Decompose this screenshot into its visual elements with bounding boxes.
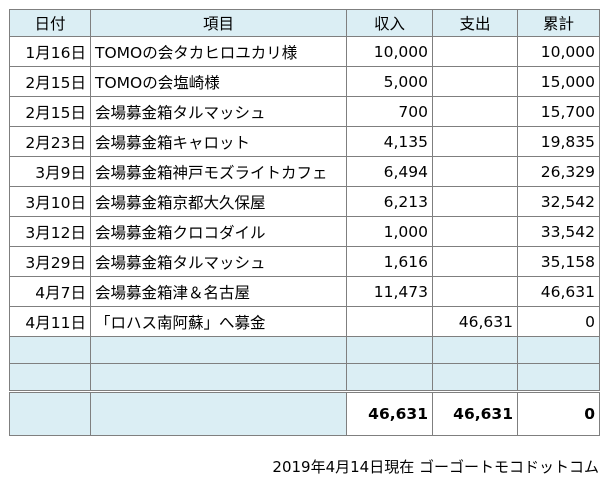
table-row: 3月10日 会場募金箱京都大久保屋 6,213 32,542 xyxy=(9,186,600,217)
cell-date: 3月29日 xyxy=(9,246,91,277)
header-cumulative: 累計 xyxy=(517,9,600,37)
cell-income: 1,000 xyxy=(346,216,433,247)
table-row: 4月11日 「ロハス南阿蘇」へ募金 46,631 0 xyxy=(9,306,600,337)
header-expense: 支出 xyxy=(432,9,518,37)
cell-item: 会場募金箱キャロット xyxy=(90,126,347,157)
cell-income xyxy=(346,306,433,337)
cell-cumulative: 10,000 xyxy=(517,36,600,67)
empty-cell xyxy=(432,336,518,364)
donation-ledger-table: 日付 項目 収入 支出 累計 1月16日 TOMOの会タカヒロユカリ様 10,000… xyxy=(9,9,600,436)
cell-cumulative: 15,700 xyxy=(517,96,600,127)
cell-income: 4,135 xyxy=(346,126,433,157)
cell-expense xyxy=(432,96,518,127)
cell-date: 4月7日 xyxy=(9,276,91,307)
empty-cell xyxy=(90,336,347,364)
totals-row: 46,631 46,631 0 xyxy=(9,390,600,436)
cell-item: 会場募金箱クロコダイル xyxy=(90,216,347,247)
header-date: 日付 xyxy=(9,9,91,37)
cell-expense xyxy=(432,66,518,97)
cell-cumulative: 32,542 xyxy=(517,186,600,217)
empty-cell xyxy=(9,363,91,392)
cell-item: 「ロハス南阿蘇」へ募金 xyxy=(90,306,347,337)
cell-cumulative: 19,835 xyxy=(517,126,600,157)
empty-cell xyxy=(90,363,347,392)
cell-expense xyxy=(432,126,518,157)
cell-date: 3月12日 xyxy=(9,216,91,247)
cell-expense xyxy=(432,156,518,187)
header-row: 日付 項目 収入 支出 累計 xyxy=(9,9,600,37)
cell-cumulative: 46,631 xyxy=(517,276,600,307)
cell-cumulative: 26,329 xyxy=(517,156,600,187)
cell-cumulative: 33,542 xyxy=(517,216,600,247)
cell-income: 6,213 xyxy=(346,186,433,217)
footer-note: 2019年4月14日現在 ゴーゴートモコドットコム xyxy=(272,458,599,476)
cell-income: 6,494 xyxy=(346,156,433,187)
cell-date: 3月9日 xyxy=(9,156,91,187)
table-row: 2月15日 会場募金箱タルマッシュ 700 15,700 xyxy=(9,96,600,127)
cell-expense xyxy=(432,276,518,307)
empty-cell xyxy=(517,363,600,392)
cell-item: TOMOの会タカヒロユカリ様 xyxy=(90,36,347,67)
total-cumulative: 0 xyxy=(517,390,600,436)
cell-item: 会場募金箱京都大久保屋 xyxy=(90,186,347,217)
cell-income: 700 xyxy=(346,96,433,127)
cell-item: 会場募金箱津＆名古屋 xyxy=(90,276,347,307)
cell-expense xyxy=(432,186,518,217)
cell-date: 2月15日 xyxy=(9,96,91,127)
cell-income: 10,000 xyxy=(346,36,433,67)
cell-expense: 46,631 xyxy=(432,306,518,337)
table-row: 3月29日 会場募金箱タルマッシュ 1,616 35,158 xyxy=(9,246,600,277)
cell-date: 3月10日 xyxy=(9,186,91,217)
cell-item: 会場募金箱タルマッシュ xyxy=(90,96,347,127)
table-row: 3月12日 会場募金箱クロコダイル 1,000 33,542 xyxy=(9,216,600,247)
cell-date: 4月11日 xyxy=(9,306,91,337)
ledger-body: 1月16日 TOMOの会タカヒロユカリ様 10,000 10,000 2月15日 TOMO… xyxy=(9,36,600,392)
cell-income: 5,000 xyxy=(346,66,433,97)
table-row: 3月9日 会場募金箱神戸モズライトカフェ 6,494 26,329 xyxy=(9,156,600,187)
cell-item: 会場募金箱神戸モズライトカフェ xyxy=(90,156,347,187)
table-row: 4月7日 会場募金箱津＆名古屋 11,473 46,631 xyxy=(9,276,600,307)
total-expense: 46,631 xyxy=(432,390,518,436)
cell-income: 11,473 xyxy=(346,276,433,307)
cell-cumulative: 0 xyxy=(517,306,600,337)
empty-cell xyxy=(517,336,600,364)
header-income: 収入 xyxy=(346,9,433,37)
empty-row xyxy=(9,336,600,364)
empty-row xyxy=(9,363,600,392)
cell-date: 2月23日 xyxy=(9,126,91,157)
cell-date: 1月16日 xyxy=(9,36,91,67)
empty-cell xyxy=(346,336,433,364)
cell-item: 会場募金箱タルマッシュ xyxy=(90,246,347,277)
total-income: 46,631 xyxy=(346,390,433,436)
cell-date: 2月15日 xyxy=(9,66,91,97)
cell-cumulative: 35,158 xyxy=(517,246,600,277)
cell-expense xyxy=(432,216,518,247)
header-item: 項目 xyxy=(90,9,347,37)
table-row: 1月16日 TOMOの会タカヒロユカリ様 10,000 10,000 xyxy=(9,36,600,67)
totals-item-cell xyxy=(90,390,347,436)
totals-date-cell xyxy=(9,390,91,436)
table-row: 2月15日 TOMOの会塩崎様 5,000 15,000 xyxy=(9,66,600,97)
cell-item: TOMOの会塩崎様 xyxy=(90,66,347,97)
table-row: 2月23日 会場募金箱キャロット 4,135 19,835 xyxy=(9,126,600,157)
cell-cumulative: 15,000 xyxy=(517,66,600,97)
empty-cell xyxy=(9,336,91,364)
empty-cell xyxy=(346,363,433,392)
empty-cell xyxy=(432,363,518,392)
cell-expense xyxy=(432,36,518,67)
cell-expense xyxy=(432,246,518,277)
cell-income: 1,616 xyxy=(346,246,433,277)
